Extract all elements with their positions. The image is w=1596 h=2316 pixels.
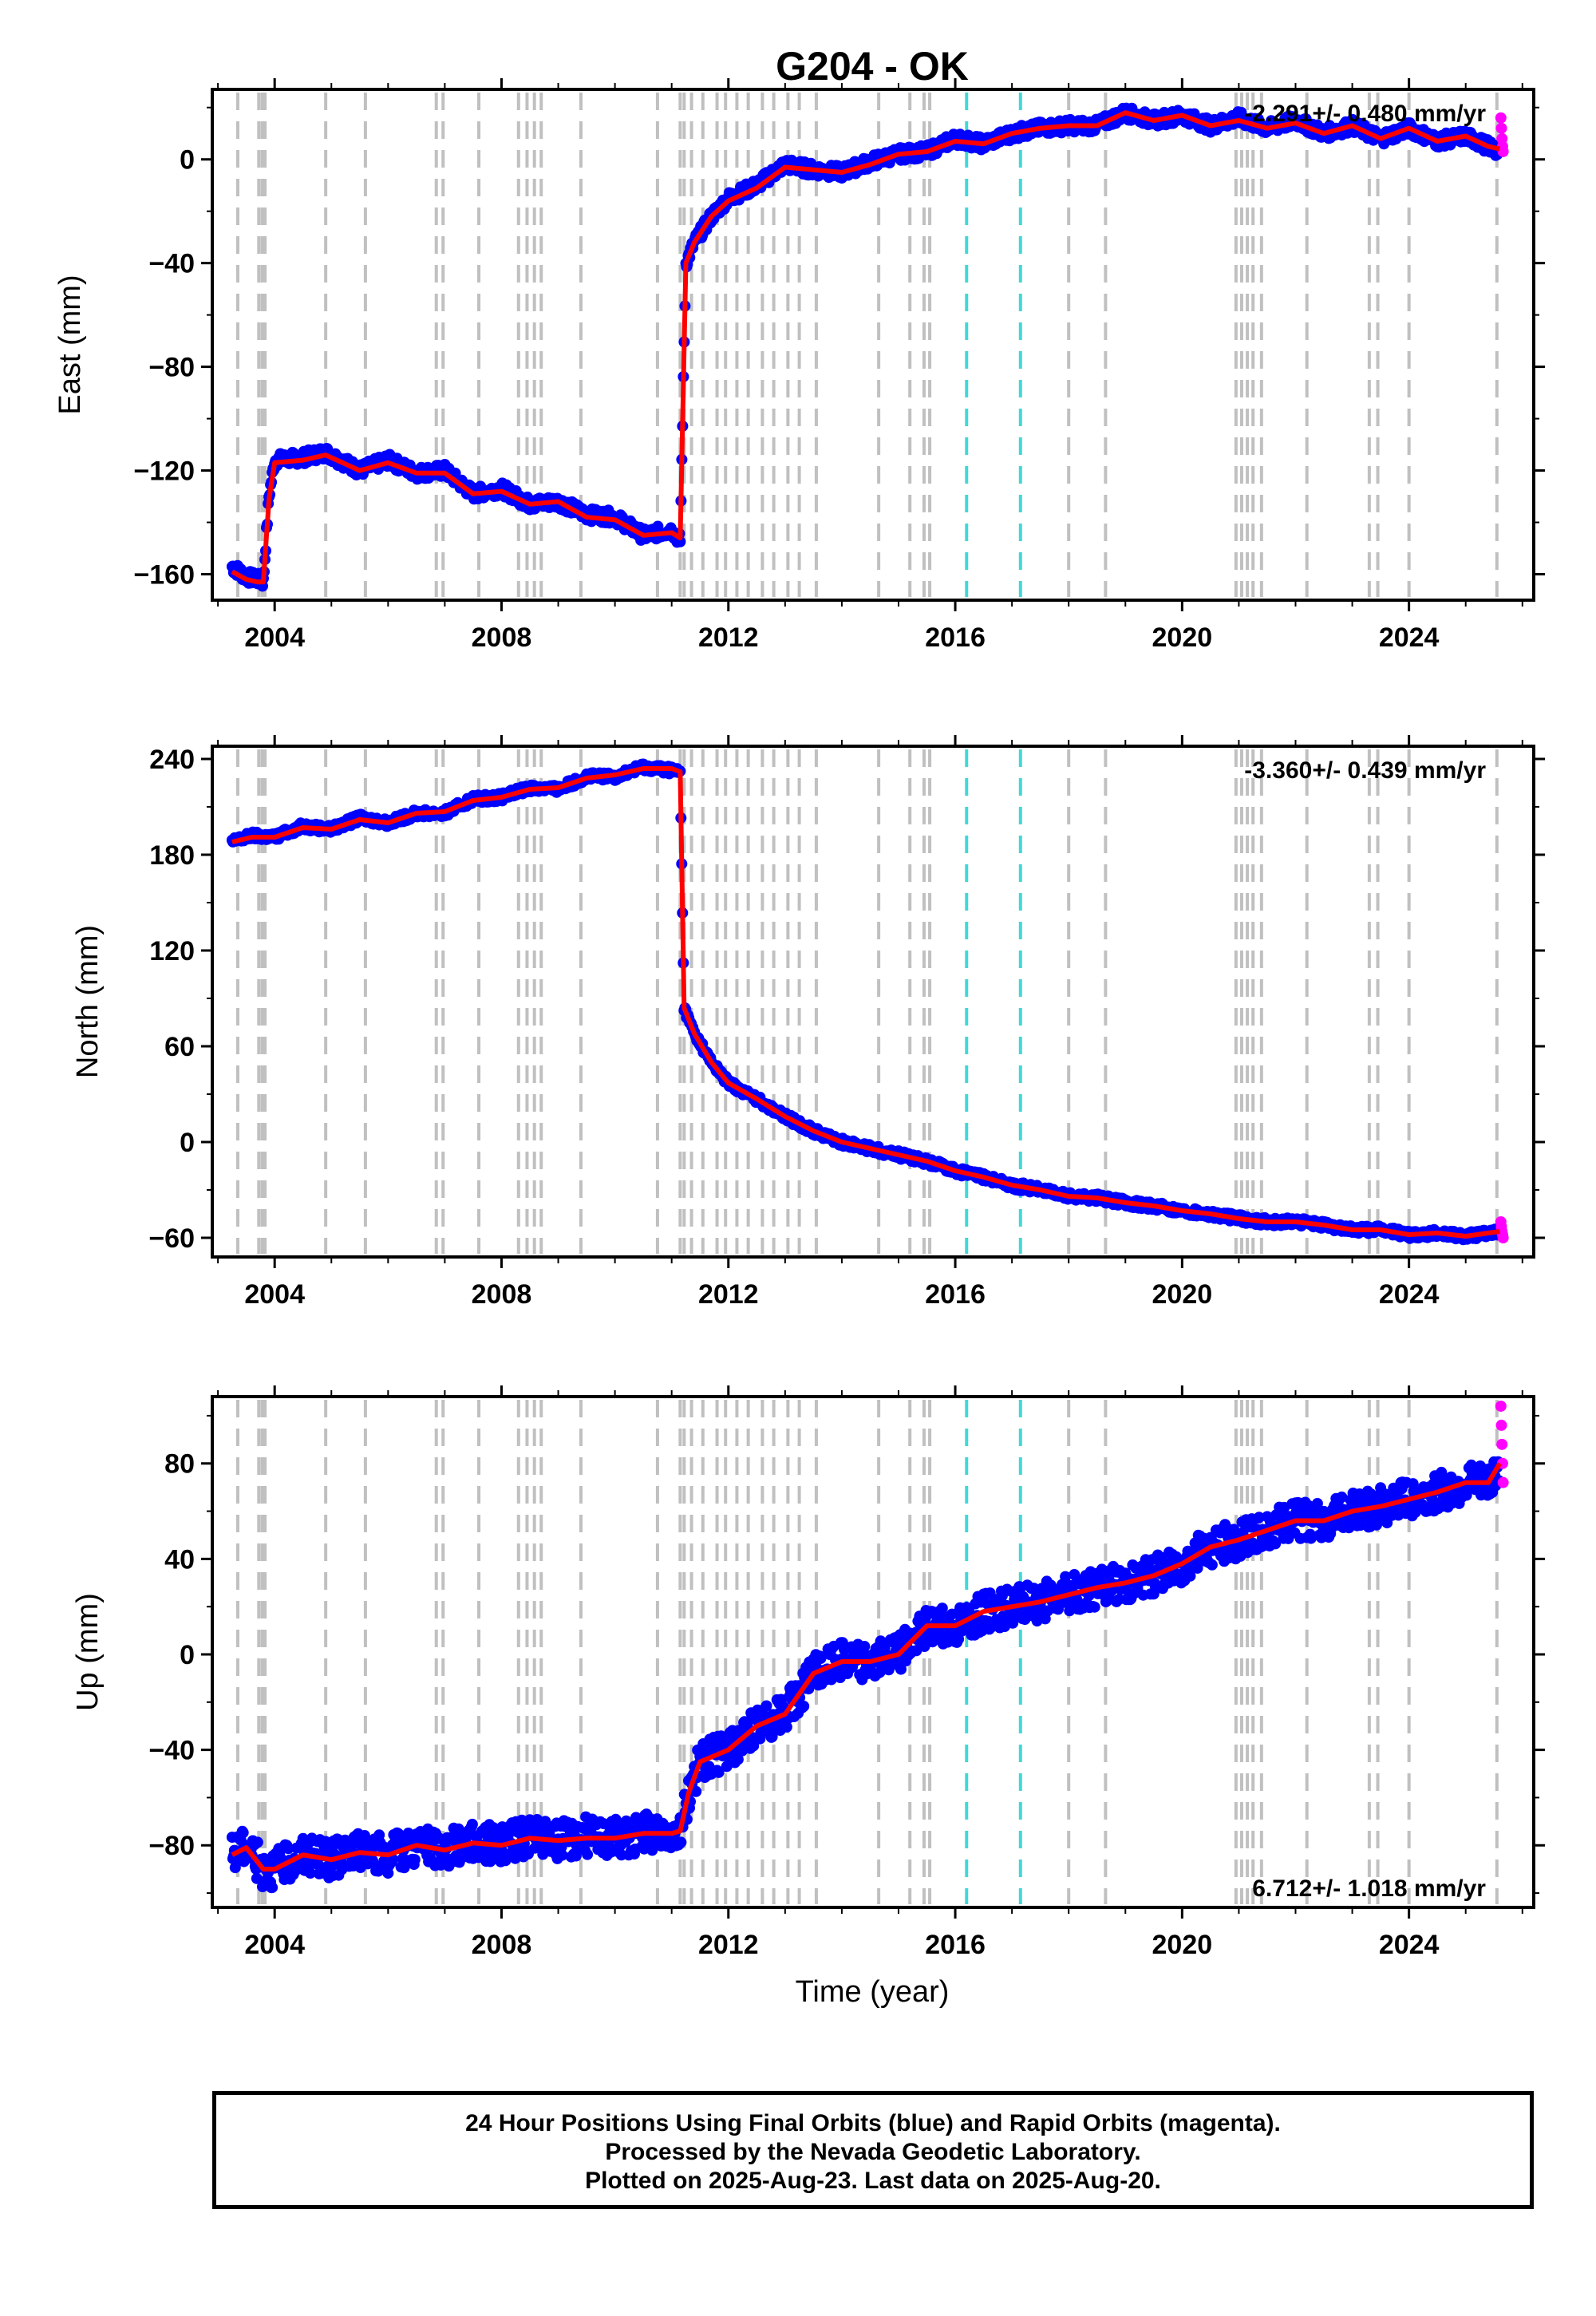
panel-north: −60 0 60 120 180 240 2004 2008 2012 2016 2020 2024 N… xyxy=(71,735,1545,1310)
final-orbit-point xyxy=(582,1848,594,1860)
y-tick-label: −120 xyxy=(133,456,195,487)
x-tick-label: 2012 xyxy=(698,622,759,653)
rapid-orbit-point xyxy=(1497,145,1509,157)
x-tick-label: 2004 xyxy=(244,622,305,653)
y-tick-label: −80 xyxy=(148,353,195,383)
rapid-orbit-point xyxy=(1495,112,1507,124)
velocity-label: -3.360+/- 0.439 mm/yr xyxy=(1244,757,1486,784)
y-tick-label: 0 xyxy=(180,1128,195,1158)
model-line xyxy=(231,110,1501,585)
y-tick-label: 240 xyxy=(149,745,195,775)
y-axis-label: East (mm) xyxy=(53,275,87,414)
y-tick-label: −160 xyxy=(133,560,195,591)
x-tick-label: 2004 xyxy=(244,1279,305,1310)
x-tick-label: 2020 xyxy=(1152,1279,1213,1310)
velocity-label: -2.291+/- 0.480 mm/yr xyxy=(1244,101,1486,127)
chart-title: G204 - OK xyxy=(776,44,969,89)
y-tick-label: −40 xyxy=(148,249,195,279)
model-line xyxy=(231,766,1500,1239)
final-orbit-point xyxy=(466,1818,478,1830)
final-orbit-point xyxy=(798,1701,810,1712)
x-tick-label: 2012 xyxy=(698,1279,759,1310)
final-orbit-point xyxy=(251,1836,263,1848)
x-tick-label: 2008 xyxy=(472,1279,532,1310)
x-tick-label: 2008 xyxy=(472,622,532,653)
x-tick-label: 2016 xyxy=(925,622,986,653)
final-orbit-point xyxy=(859,1641,871,1652)
x-tick-label: 2016 xyxy=(925,1279,986,1310)
y-axis-label: North (mm) xyxy=(71,925,105,1078)
x-tick-label: 2020 xyxy=(1152,622,1213,653)
final-orbit-point xyxy=(409,1854,421,1866)
y-tick-label: −60 xyxy=(148,1223,195,1254)
panels: −160 −120 −80 −40 0 2004 2008 2012 2016 2020 2024 E… xyxy=(53,78,1545,1960)
panel-east: −160 −120 −80 −40 0 2004 2008 2012 2016 2020 2024 E… xyxy=(53,78,1545,653)
final-orbit-point xyxy=(675,1836,687,1848)
x-tick-label: 2024 xyxy=(1379,1279,1440,1310)
final-orbit-point xyxy=(237,1827,249,1839)
final-orbit-point xyxy=(267,1882,279,1894)
final-orbit-point xyxy=(1088,1601,1100,1613)
y-tick-label: 0 xyxy=(180,145,195,176)
plot-frame xyxy=(211,88,1535,602)
y-tick-label: 120 xyxy=(149,936,195,966)
y-tick-label: 60 xyxy=(164,1032,195,1062)
rapid-orbit-point xyxy=(1495,122,1507,134)
y-tick-label: 180 xyxy=(149,840,195,871)
x-tick-label: 2024 xyxy=(1379,622,1440,653)
final-orbit-point xyxy=(1206,1559,1218,1571)
